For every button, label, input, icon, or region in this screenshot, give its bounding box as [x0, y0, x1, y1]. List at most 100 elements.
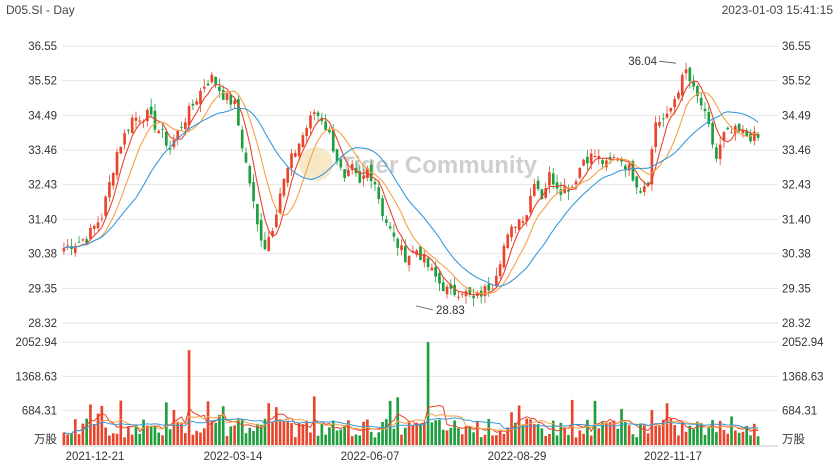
- candle-body: [240, 129, 244, 149]
- vol-ma20-line: [63, 417, 759, 435]
- ticker-title: D05.SI - Day: [6, 3, 75, 17]
- volume-bar: [278, 419, 282, 445]
- candle-body: [502, 245, 506, 268]
- candle-body: [430, 267, 434, 271]
- volume-bar: [631, 434, 635, 445]
- volume-bar: [749, 435, 752, 445]
- candle-body: [532, 184, 536, 196]
- volume-bar: [259, 424, 263, 445]
- candle-body: [180, 127, 183, 128]
- volume-bar: [616, 428, 620, 445]
- candle-body: [104, 196, 107, 216]
- volume-bar: [218, 414, 221, 445]
- volume-averages: [63, 404, 759, 435]
- volume-bar: [601, 422, 604, 445]
- volume-bar: [195, 430, 198, 445]
- candle-body: [407, 255, 411, 266]
- volume-bar: [180, 422, 183, 445]
- volume-bar: [85, 418, 88, 445]
- volume-bar: [699, 422, 703, 445]
- candle-body: [756, 134, 760, 138]
- y-tick-label: 29.35: [28, 283, 57, 295]
- volume-bar: [381, 422, 384, 445]
- volume-bar: [282, 421, 286, 445]
- y-axis-left: 36.55 35.52 34.49 33.46 32.43 31.40 30.38 29.35…: [15, 41, 57, 446]
- y-tick-label: 34.49: [28, 110, 57, 122]
- volume-bar: [555, 435, 559, 445]
- x-axis: 2021-12-21 2022-03-14 2022-06-07 2022-08-29…: [66, 451, 702, 463]
- candle-body: [559, 189, 563, 195]
- candle-body: [119, 146, 123, 154]
- candle-body: [605, 160, 608, 168]
- moving-averages: [63, 80, 759, 296]
- volume-bar: [92, 423, 96, 445]
- volume-bar: [544, 436, 547, 445]
- volume-bar: [191, 434, 195, 445]
- candle-body: [312, 112, 316, 115]
- candle-body: [66, 245, 70, 247]
- candle-body: [441, 282, 445, 292]
- vol-unit-label: 万股: [34, 433, 57, 446]
- candle-body: [741, 130, 745, 134]
- volume-bar: [81, 423, 85, 445]
- grid-lines: [62, 45, 778, 447]
- volume-bar: [127, 427, 130, 445]
- vol-tick-label: 684.31: [22, 406, 57, 418]
- volume-bar: [335, 430, 339, 445]
- volume-bar: [536, 424, 540, 445]
- candle-body: [191, 103, 195, 106]
- candle-body: [210, 74, 214, 83]
- volume-bar: [403, 427, 407, 445]
- candle-body: [149, 106, 153, 115]
- candle-body: [692, 81, 695, 87]
- volume-bar: [559, 422, 563, 445]
- candle-body: [195, 101, 198, 105]
- volume-bar: [407, 420, 411, 445]
- candle-body: [206, 83, 210, 86]
- volume-bar: [286, 420, 290, 445]
- volume-bar: [168, 429, 172, 445]
- volume-bar: [419, 423, 422, 445]
- candle-body: [684, 69, 688, 74]
- y-tick-label-right: 29.35: [782, 283, 811, 295]
- candle-body: [711, 122, 714, 145]
- volume-bar: [248, 427, 252, 445]
- candle-body: [73, 245, 77, 253]
- volume-bar: [548, 433, 551, 445]
- candle-body: [574, 181, 578, 185]
- volume-bar: [369, 431, 373, 445]
- candle-body: [275, 214, 278, 228]
- volume-bar: [210, 420, 214, 445]
- volume-bar: [202, 428, 206, 445]
- watermark-text: Tiger Community: [340, 152, 538, 179]
- volume-bar: [263, 418, 267, 445]
- candle-body: [752, 131, 756, 141]
- y-tick-label-right: 30.38: [782, 249, 811, 261]
- candle-body: [282, 179, 286, 196]
- candle-body: [157, 130, 161, 134]
- volume-bar: [487, 418, 491, 445]
- volume-bar: [70, 433, 73, 445]
- ma20-line: [63, 107, 759, 287]
- candle-body: [661, 118, 665, 120]
- candle-body: [267, 236, 271, 252]
- volume-bar: [635, 437, 639, 445]
- y-tick-label: 32.43: [28, 180, 57, 192]
- volume-bar: [316, 435, 320, 445]
- candle-body: [362, 175, 365, 179]
- volume-bar: [221, 406, 225, 445]
- volume-bar: [172, 409, 176, 445]
- candle-body: [510, 226, 513, 238]
- candle-body: [699, 97, 703, 106]
- volume-bar: [620, 408, 623, 445]
- volume-bar: [123, 437, 126, 445]
- vol-tick-label: 1368.63: [15, 371, 57, 383]
- volume-bar: [422, 422, 426, 445]
- candle-body: [81, 239, 85, 241]
- candle-body: [403, 246, 407, 263]
- volume-bar: [411, 425, 415, 445]
- candle-body: [138, 120, 142, 122]
- volume-bar: [385, 419, 388, 445]
- volume-bar: [479, 437, 483, 445]
